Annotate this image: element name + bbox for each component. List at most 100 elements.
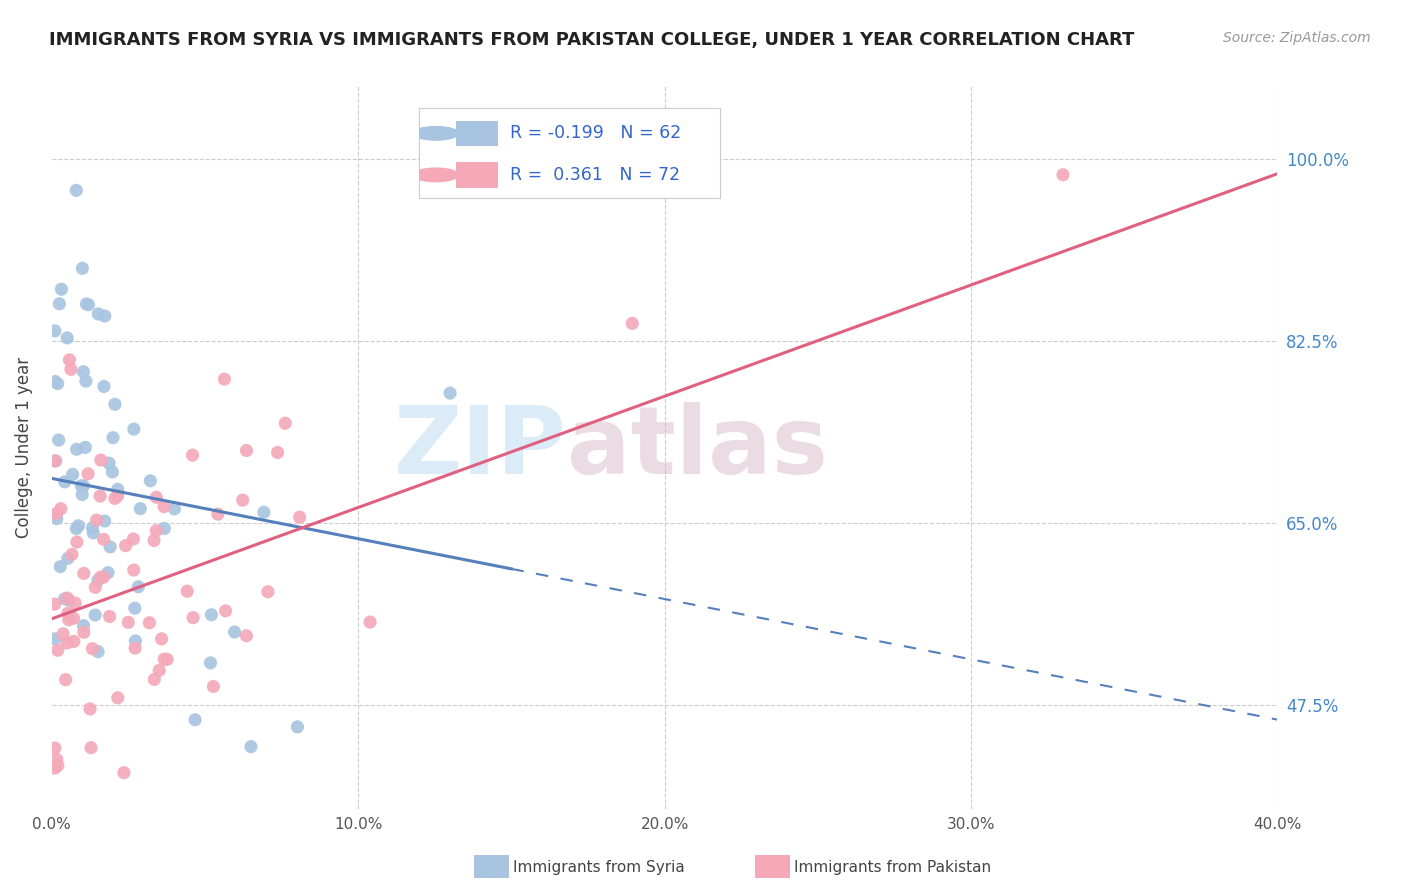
Point bbox=[52, 627, 75, 641]
Point bbox=[65, 183, 87, 197]
Point bbox=[156, 652, 179, 666]
Point bbox=[1052, 168, 1074, 182]
FancyBboxPatch shape bbox=[474, 855, 509, 878]
Point bbox=[150, 632, 173, 646]
Y-axis label: College, Under 1 year: College, Under 1 year bbox=[15, 357, 32, 538]
Point bbox=[163, 501, 186, 516]
Point bbox=[44, 761, 66, 775]
Point bbox=[77, 298, 100, 312]
Point bbox=[153, 521, 176, 535]
Point bbox=[288, 510, 311, 524]
Text: ZIP: ZIP bbox=[394, 401, 567, 493]
Point bbox=[60, 548, 83, 562]
Point bbox=[51, 282, 73, 296]
Point bbox=[93, 570, 115, 584]
Point bbox=[145, 524, 167, 538]
Point bbox=[117, 615, 139, 630]
Point bbox=[75, 374, 97, 388]
Point bbox=[107, 489, 129, 503]
Point bbox=[87, 307, 110, 321]
Point bbox=[138, 615, 160, 630]
Point bbox=[58, 352, 80, 367]
Point bbox=[214, 372, 236, 386]
Point bbox=[70, 487, 93, 501]
Point bbox=[181, 610, 204, 624]
Point bbox=[63, 596, 86, 610]
Point bbox=[239, 739, 262, 754]
Point bbox=[63, 634, 86, 648]
Point bbox=[58, 593, 80, 607]
FancyBboxPatch shape bbox=[755, 855, 790, 878]
Point bbox=[56, 331, 79, 345]
Point bbox=[101, 465, 124, 479]
Point bbox=[112, 765, 135, 780]
Point bbox=[48, 433, 70, 447]
Point bbox=[45, 454, 67, 468]
Point bbox=[232, 493, 254, 508]
Point bbox=[94, 309, 117, 323]
Point bbox=[82, 525, 104, 540]
Point bbox=[84, 580, 107, 594]
Point bbox=[73, 625, 96, 640]
Point bbox=[75, 441, 97, 455]
Point bbox=[274, 416, 297, 430]
Point bbox=[56, 606, 79, 620]
Point bbox=[143, 533, 166, 548]
Point bbox=[153, 500, 176, 514]
Point bbox=[93, 379, 115, 393]
Point bbox=[129, 501, 152, 516]
Point bbox=[235, 443, 257, 458]
Point bbox=[80, 740, 103, 755]
Point bbox=[46, 643, 69, 657]
Point bbox=[621, 317, 644, 331]
Point bbox=[127, 580, 149, 594]
Point bbox=[122, 422, 145, 436]
Point bbox=[439, 386, 461, 401]
Point bbox=[124, 633, 146, 648]
Point bbox=[87, 645, 110, 659]
Point bbox=[45, 752, 67, 766]
Point bbox=[59, 362, 82, 376]
Point bbox=[253, 505, 276, 519]
Point bbox=[287, 720, 309, 734]
Point bbox=[45, 507, 67, 521]
Point bbox=[107, 483, 129, 497]
Point bbox=[66, 442, 89, 457]
Point bbox=[72, 479, 94, 493]
Point bbox=[67, 518, 90, 533]
Point bbox=[84, 608, 107, 623]
Text: Immigrants from Pakistan: Immigrants from Pakistan bbox=[794, 860, 991, 874]
Point bbox=[48, 297, 70, 311]
Point bbox=[86, 513, 108, 527]
Point bbox=[62, 467, 84, 482]
Point bbox=[56, 636, 79, 650]
Point bbox=[44, 632, 66, 646]
Point bbox=[44, 324, 66, 338]
Point bbox=[257, 584, 280, 599]
Point bbox=[200, 656, 222, 670]
Point bbox=[58, 613, 80, 627]
Point bbox=[98, 540, 121, 554]
Point bbox=[72, 261, 94, 276]
Point bbox=[82, 521, 104, 535]
Point bbox=[124, 641, 146, 656]
Point bbox=[359, 615, 381, 629]
Point bbox=[101, 431, 124, 445]
Point bbox=[65, 522, 87, 536]
Point bbox=[114, 539, 136, 553]
Point bbox=[148, 664, 170, 678]
Point bbox=[75, 297, 97, 311]
Point bbox=[53, 591, 76, 606]
Point bbox=[224, 625, 246, 640]
Point bbox=[104, 397, 127, 411]
Point bbox=[235, 629, 257, 643]
Point bbox=[77, 467, 100, 481]
Text: IMMIGRANTS FROM SYRIA VS IMMIGRANTS FROM PAKISTAN COLLEGE, UNDER 1 YEAR CORRELAT: IMMIGRANTS FROM SYRIA VS IMMIGRANTS FROM… bbox=[49, 31, 1135, 49]
Point bbox=[122, 532, 145, 546]
Point bbox=[122, 563, 145, 577]
Point bbox=[44, 597, 66, 611]
Point bbox=[200, 607, 222, 622]
Point bbox=[45, 511, 67, 525]
Point bbox=[56, 591, 79, 606]
Point bbox=[72, 365, 94, 379]
